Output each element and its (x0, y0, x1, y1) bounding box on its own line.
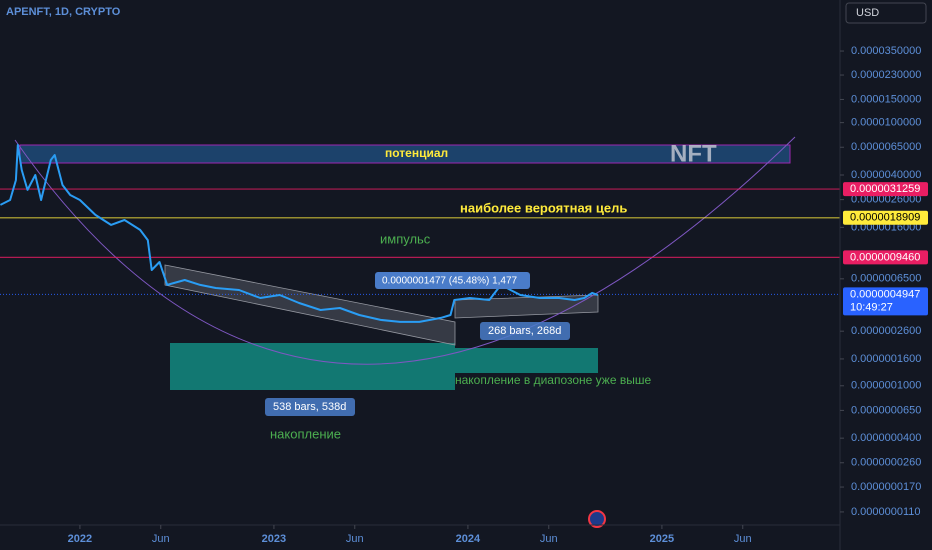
y-tick-label: 0.0000000650 (851, 404, 921, 416)
accumulation-zone (170, 343, 455, 390)
price-tag-label: 0.0000004947 (850, 288, 920, 300)
y-tick-label: 0.0000230000 (851, 69, 921, 81)
annotation: 538 bars, 538d (273, 401, 346, 413)
annotation: импульс (380, 231, 431, 246)
x-tick-label: 2025 (650, 533, 674, 545)
x-tick-label: 2023 (262, 533, 286, 545)
annotation: накопление в диапозоне уже выше (455, 373, 651, 387)
y-tick-label: 0.0000006500 (851, 273, 921, 285)
y-tick-label: 0.0000001000 (851, 380, 921, 392)
price-tag-label: 0.0000009460 (850, 251, 920, 263)
accumulation-zone-2 (455, 348, 598, 373)
y-tick-label: 0.0000026000 (851, 194, 921, 206)
y-tick-label: 0.0000150000 (851, 93, 921, 105)
x-tick-label: Jun (152, 533, 170, 545)
annotation: NFT (670, 140, 717, 167)
price-tag (843, 250, 928, 265)
y-tick-label: 0.0000000110 (851, 506, 921, 518)
price-tag-label: 0.0000031259 (850, 183, 920, 195)
x-tick-label: Jun (346, 533, 364, 545)
arc (14, 136, 796, 365)
y-tick-label: 0.0000000400 (851, 432, 921, 444)
y-tick-label: 0.0000350000 (851, 45, 921, 57)
annotation: 0.0000001477 (45.48%) 1,477 (382, 276, 518, 287)
annotation: наиболее вероятная цель (460, 200, 627, 215)
x-tick-label: Jun (734, 533, 752, 545)
price-tag (843, 210, 928, 225)
annotation: потенциал (385, 146, 448, 160)
annotation: 268 bars, 268d (488, 325, 561, 337)
x-tick-label: 2024 (456, 533, 481, 545)
y-tick-label: 0.0000065000 (851, 141, 921, 153)
x-tick-label: Jun (540, 533, 558, 545)
x-tick-label: 2022 (68, 533, 92, 545)
y-tick-label: 0.0000000170 (851, 481, 921, 493)
y-tick-label: 0.0000000260 (851, 457, 921, 469)
label-box (480, 322, 570, 340)
y-tick-label: 0.0000100000 (851, 117, 921, 129)
price-tag-label: 0.0000018909 (850, 212, 920, 224)
currency-button[interactable] (845, 2, 927, 24)
y-tick-label: 0.0000040000 (851, 169, 921, 181)
label-box (265, 398, 355, 416)
label-box (375, 272, 530, 289)
event-icon[interactable] (588, 510, 606, 528)
y-tick-label: 0.0000001600 (851, 353, 921, 365)
annotation: накопление (270, 426, 341, 441)
price-tag-time: 10:49:27 (850, 301, 893, 313)
price-tag (843, 287, 928, 316)
chart-title: APENFT, 1D, CRYPTO (6, 6, 121, 18)
y-tick-label: 0.0000002600 (851, 325, 921, 337)
price-tag (843, 182, 928, 197)
currency[interactable]: USD (856, 7, 879, 19)
